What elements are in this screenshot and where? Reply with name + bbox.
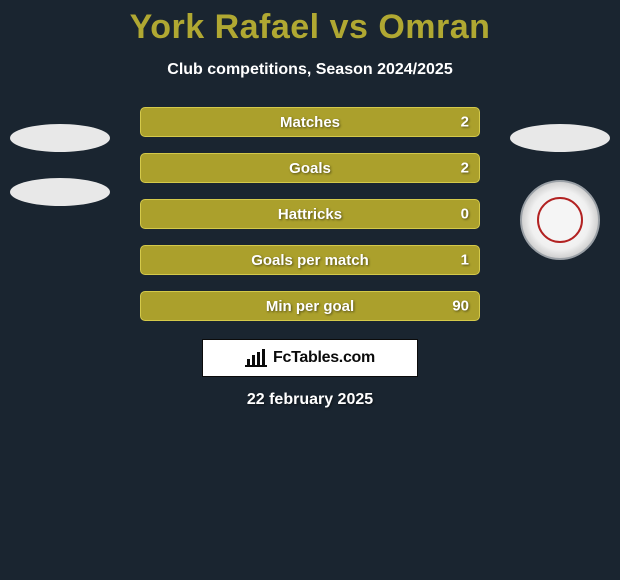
subtitle: Club competitions, Season 2024/2025 (0, 61, 620, 79)
stat-bar: Min per goal 90 (140, 291, 480, 321)
stat-label: Goals (289, 160, 331, 177)
stat-row-min-per-goal: Min per goal 90 (0, 291, 620, 321)
stat-value: 2 (461, 114, 469, 131)
stat-value: 90 (452, 298, 469, 315)
stat-row-goals: Goals 2 (0, 153, 620, 183)
page-title: York Rafael vs Omran (0, 0, 620, 47)
stat-value: 1 (461, 252, 469, 269)
stat-row-hattricks: Hattricks 0 (0, 199, 620, 229)
stat-bar: Goals 2 (140, 153, 480, 183)
brand-text: FcTables.com (273, 349, 375, 367)
date-text: 22 february 2025 (0, 391, 620, 409)
bar-chart-icon (245, 349, 267, 367)
stat-value: 0 (461, 206, 469, 223)
stat-value: 2 (461, 160, 469, 177)
stat-bar: Hattricks 0 (140, 199, 480, 229)
stat-label: Goals per match (251, 252, 369, 269)
stat-row-matches: Matches 2 (0, 107, 620, 137)
brand-box: FcTables.com (202, 339, 418, 377)
stat-label: Min per goal (266, 298, 354, 315)
stat-label: Matches (280, 114, 340, 131)
stat-bar: Matches 2 (140, 107, 480, 137)
stat-label: Hattricks (278, 206, 342, 223)
stat-bar: Goals per match 1 (140, 245, 480, 275)
stats-container: Matches 2 Goals 2 Hattricks 0 Goals per … (0, 107, 620, 321)
stat-row-goals-per-match: Goals per match 1 (0, 245, 620, 275)
